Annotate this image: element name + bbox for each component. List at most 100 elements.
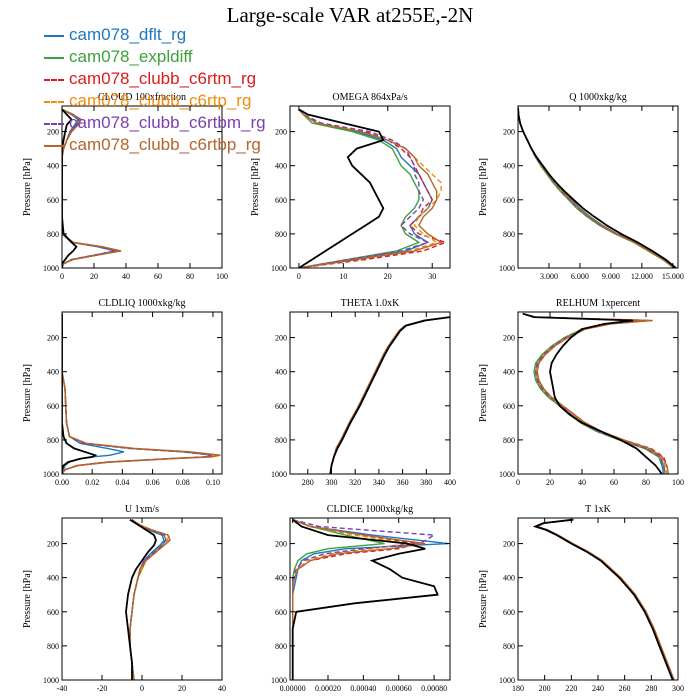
y-axis-label: Pressure [hPa] — [22, 158, 33, 216]
series-line — [329, 316, 450, 474]
series-line — [298, 108, 443, 268]
x-tick-label: 9.000 — [602, 272, 620, 281]
series-line — [129, 519, 171, 680]
y-tick-label: 800 — [503, 230, 515, 239]
x-tick-label: 400 — [444, 478, 456, 487]
x-tick-label: 0.04 — [115, 478, 129, 487]
y-tick-label: 800 — [503, 436, 515, 445]
panel-title: U 1xm/s — [125, 504, 159, 515]
y-tick-label: 1000 — [499, 676, 515, 685]
y-tick-label: 1000 — [271, 264, 287, 273]
panel-frame — [517, 311, 679, 475]
y-tick-label: 600 — [47, 608, 59, 617]
y-tick-label: 400 — [47, 574, 59, 583]
legend-label: cam078_clubb_c6rtbm_rg — [69, 113, 266, 132]
y-tick-label: 200 — [47, 540, 59, 549]
y-tick-label: 400 — [275, 368, 287, 377]
x-tick-label: 0.06 — [146, 478, 160, 487]
panel-frame — [61, 311, 223, 475]
y-tick-label: 200 — [503, 540, 515, 549]
y-tick-label: 200 — [275, 334, 287, 343]
legend-label: cam078_expldiff — [69, 47, 193, 66]
y-tick-label: 400 — [47, 162, 59, 171]
x-tick-label: 0 — [297, 272, 301, 281]
series-line — [518, 107, 676, 268]
y-tick-label: 800 — [47, 230, 59, 239]
x-tick-label: 100 — [216, 272, 228, 281]
y-tick-label: 400 — [275, 162, 287, 171]
series-line — [62, 108, 78, 268]
y-tick-label: 800 — [47, 642, 59, 651]
y-tick-label: 600 — [47, 402, 59, 411]
panel-frame — [289, 517, 451, 681]
y-tick-label: 600 — [503, 402, 515, 411]
y-tick-label: 600 — [275, 402, 287, 411]
panel-title: CLDICE 1000xkg/kg — [327, 504, 413, 515]
x-tick-label: 40 — [578, 478, 586, 487]
x-tick-label: -20 — [97, 684, 108, 693]
x-tick-label: 380 — [420, 478, 432, 487]
y-tick-label: 1000 — [499, 264, 515, 273]
y-tick-label: 800 — [47, 436, 59, 445]
panel-frame — [61, 105, 223, 269]
legend-swatch — [44, 145, 64, 147]
x-tick-label: 0.00000 — [280, 684, 306, 693]
y-tick-label: 400 — [275, 574, 287, 583]
y-tick-label: 800 — [275, 436, 287, 445]
series-line — [62, 313, 221, 474]
series-line — [62, 313, 98, 474]
x-tick-label: 340 — [373, 478, 385, 487]
y-tick-label: 200 — [503, 128, 515, 137]
y-tick-label: 600 — [503, 196, 515, 205]
x-tick-label: 300 — [672, 684, 684, 693]
panel-title: THETA 1.0xK — [341, 298, 400, 309]
x-tick-label: 6.000 — [571, 272, 589, 281]
y-tick-label: 400 — [503, 574, 515, 583]
panel-title: RELHUM 1xpercent — [556, 298, 640, 309]
y-tick-label: 800 — [275, 230, 287, 239]
legend-label: cam078_clubb_c6rtm_rg — [69, 69, 257, 88]
x-tick-label: 30 — [428, 272, 436, 281]
panel-frame — [289, 105, 451, 269]
panel-frame — [517, 517, 679, 681]
legend-label: cam078_clubb_c6rtp_rg — [69, 91, 252, 110]
y-tick-label: 200 — [275, 540, 287, 549]
series-line — [329, 316, 450, 474]
x-tick-label: 20 — [178, 684, 186, 693]
panel-frame — [61, 517, 223, 681]
x-tick-label: 360 — [397, 478, 409, 487]
series-line — [522, 313, 666, 474]
x-tick-label: 0 — [60, 272, 64, 281]
series-line — [62, 313, 217, 474]
y-axis-label: Pressure [hPa] — [478, 570, 489, 628]
y-tick-label: 1000 — [271, 676, 287, 685]
y-tick-label: 1000 — [499, 470, 515, 479]
series-line — [62, 108, 122, 268]
series-line — [62, 313, 214, 474]
x-tick-label: 180 — [512, 684, 524, 693]
x-tick-label: 80 — [186, 272, 194, 281]
series-line — [534, 519, 675, 680]
series-line — [291, 518, 439, 680]
x-tick-label: 200 — [539, 684, 551, 693]
y-tick-label: 400 — [47, 368, 59, 377]
x-tick-label: 20 — [546, 478, 554, 487]
series-line — [125, 518, 157, 680]
y-axis-label: Pressure [hPa] — [22, 364, 33, 422]
x-tick-label: 0.00020 — [315, 684, 341, 693]
x-tick-label: -40 — [57, 684, 68, 693]
x-tick-label: 0 — [516, 478, 520, 487]
x-tick-label: 0.10 — [206, 478, 220, 487]
series-line — [532, 518, 674, 680]
x-tick-label: 0.00080 — [421, 684, 447, 693]
series-line — [292, 519, 417, 680]
x-tick-label: 0 — [140, 684, 144, 693]
x-tick-label: 300 — [325, 478, 337, 487]
series-line — [329, 316, 450, 474]
series-line — [329, 316, 450, 474]
x-tick-label: 40 — [218, 684, 226, 693]
x-tick-label: 0.00040 — [350, 684, 376, 693]
x-tick-label: 260 — [619, 684, 631, 693]
y-tick-label: 1000 — [43, 676, 59, 685]
